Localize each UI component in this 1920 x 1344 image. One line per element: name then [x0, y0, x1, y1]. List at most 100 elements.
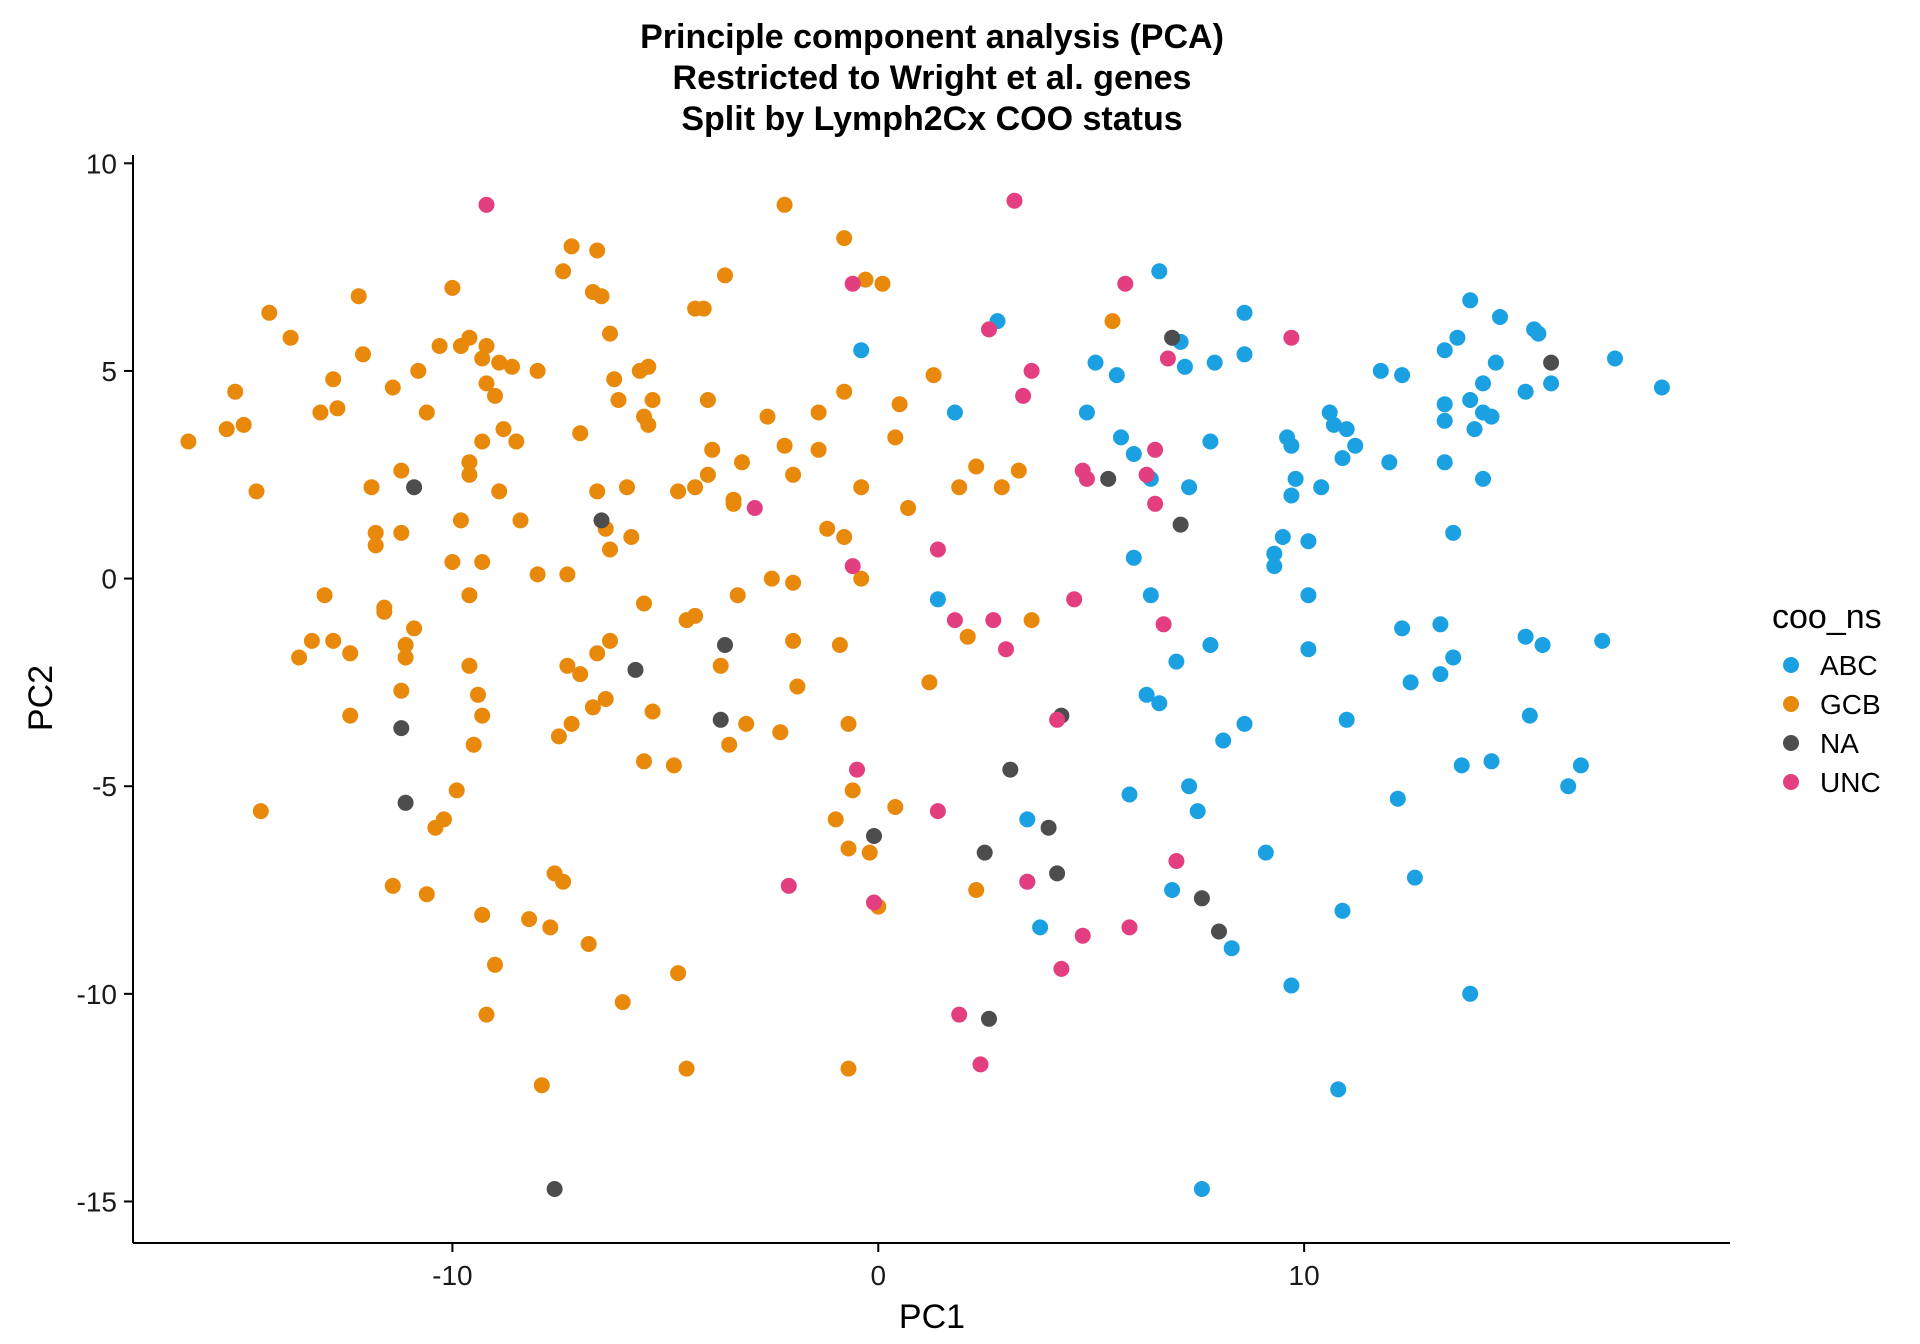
point-na-15: [1100, 470, 1117, 487]
point-na-8: [866, 828, 882, 844]
point-abc-26: [1266, 545, 1283, 562]
point-gcb-60: [555, 263, 572, 280]
point-gcb-86: [712, 657, 729, 674]
point-abc-47: [1466, 421, 1483, 438]
point-abc-84: [1019, 811, 1036, 828]
point-abc-27: [1266, 558, 1283, 575]
point-unc-30: [1121, 919, 1138, 936]
point-gcb-104: [699, 466, 716, 483]
point-gcb-11: [355, 346, 371, 363]
point-unc-10: [1147, 441, 1164, 458]
legend-label-unc: UNC: [1820, 767, 1881, 798]
point-gcb-42: [376, 603, 393, 620]
point-unc-28: [1168, 853, 1185, 869]
point-gcb-61: [563, 238, 580, 255]
point-gcb-131: [840, 715, 857, 732]
point-abc-95: [1193, 1181, 1210, 1197]
point-gcb-115: [785, 466, 802, 483]
point-abc-25: [1300, 533, 1317, 550]
point-unc-7: [1117, 275, 1134, 292]
point-gcb-2: [227, 383, 244, 400]
point-na-16: [1172, 516, 1189, 533]
point-abc-43: [1462, 392, 1479, 408]
point-abc-38: [1436, 396, 1453, 413]
point-na-5: [397, 794, 414, 811]
point-abc-67: [1517, 628, 1534, 645]
point-abc-24: [1274, 529, 1291, 545]
point-gcb-130: [738, 715, 755, 732]
point-abc-70: [1138, 686, 1155, 703]
point-gcb-135: [840, 840, 857, 857]
point-gcb-102: [699, 392, 716, 408]
point-gcb-19: [418, 404, 435, 421]
point-gcb-63: [593, 288, 610, 305]
point-gcb-122: [900, 500, 917, 516]
point-unc-8: [1159, 350, 1176, 367]
point-gcb-21: [444, 279, 461, 296]
point-abc-80: [1453, 757, 1470, 774]
point-abc-44: [1487, 354, 1504, 371]
point-abc-51: [1543, 375, 1560, 392]
point-gcb-10: [350, 288, 367, 305]
point-abc-1: [946, 404, 963, 421]
point-gcb-146: [474, 906, 491, 923]
y-tick-label: -15: [77, 1186, 117, 1217]
point-gcb-17: [393, 524, 410, 541]
point-gcb-43: [406, 620, 423, 637]
y-tick-label: 10: [86, 148, 117, 179]
point-abc-72: [1215, 732, 1232, 749]
point-gcb-48: [303, 632, 320, 649]
point-gcb-154: [533, 1077, 550, 1094]
point-unc-13: [1078, 470, 1095, 487]
points-layer: [180, 192, 1670, 1197]
point-unc-15: [844, 558, 861, 575]
point-abc-54: [1436, 454, 1453, 471]
point-abc-69: [1594, 632, 1611, 649]
point-na-20: [1543, 354, 1560, 371]
point-abc-7: [1125, 446, 1142, 462]
point-gcb-152: [670, 965, 687, 982]
point-gcb-111: [810, 441, 827, 458]
point-unc-26: [866, 894, 882, 911]
legend-key-unc: [1783, 774, 1799, 790]
point-na-2: [717, 637, 733, 653]
point-gcb-113: [810, 404, 827, 421]
point-abc-10: [1176, 358, 1193, 375]
point-gcb-163: [959, 628, 976, 645]
point-abc-73: [1236, 715, 1253, 732]
legend-key-gcb: [1783, 696, 1799, 712]
point-gcb-148: [542, 919, 559, 936]
point-gcb-91: [550, 728, 567, 745]
point-gcb-31: [474, 433, 491, 450]
point-gcb-125: [729, 587, 746, 604]
point-na-1: [593, 512, 610, 529]
point-abc-22: [1283, 487, 1300, 504]
point-abc-71: [1151, 695, 1168, 712]
point-gcb-97: [717, 267, 733, 284]
point-gcb-9: [329, 400, 346, 417]
point-na-13: [1049, 865, 1066, 882]
point-unc-19: [998, 641, 1014, 658]
point-gcb-33: [461, 466, 478, 483]
point-gcb-6: [282, 329, 299, 346]
point-gcb-90: [563, 715, 580, 732]
point-abc-36: [1436, 342, 1453, 359]
point-unc-2: [1006, 192, 1023, 209]
point-gcb-136: [861, 844, 878, 861]
point-unc-4: [981, 321, 997, 338]
title-line-3: Split by Lymph2Cx COO status: [681, 100, 1182, 138]
point-gcb-64: [589, 242, 606, 259]
point-unc-18: [985, 612, 1002, 629]
point-gcb-159: [968, 458, 985, 475]
point-gcb-149: [580, 936, 597, 952]
point-gcb-15: [384, 379, 401, 396]
point-gcb-137: [887, 799, 904, 815]
legend-label-gcb: GCB: [1820, 689, 1881, 720]
point-gcb-117: [891, 396, 908, 413]
point-gcb-40: [444, 554, 461, 570]
point-abc-46: [1483, 408, 1500, 425]
point-gcb-20: [431, 338, 448, 354]
point-gcb-127: [789, 678, 806, 695]
point-unc-16: [929, 541, 946, 558]
